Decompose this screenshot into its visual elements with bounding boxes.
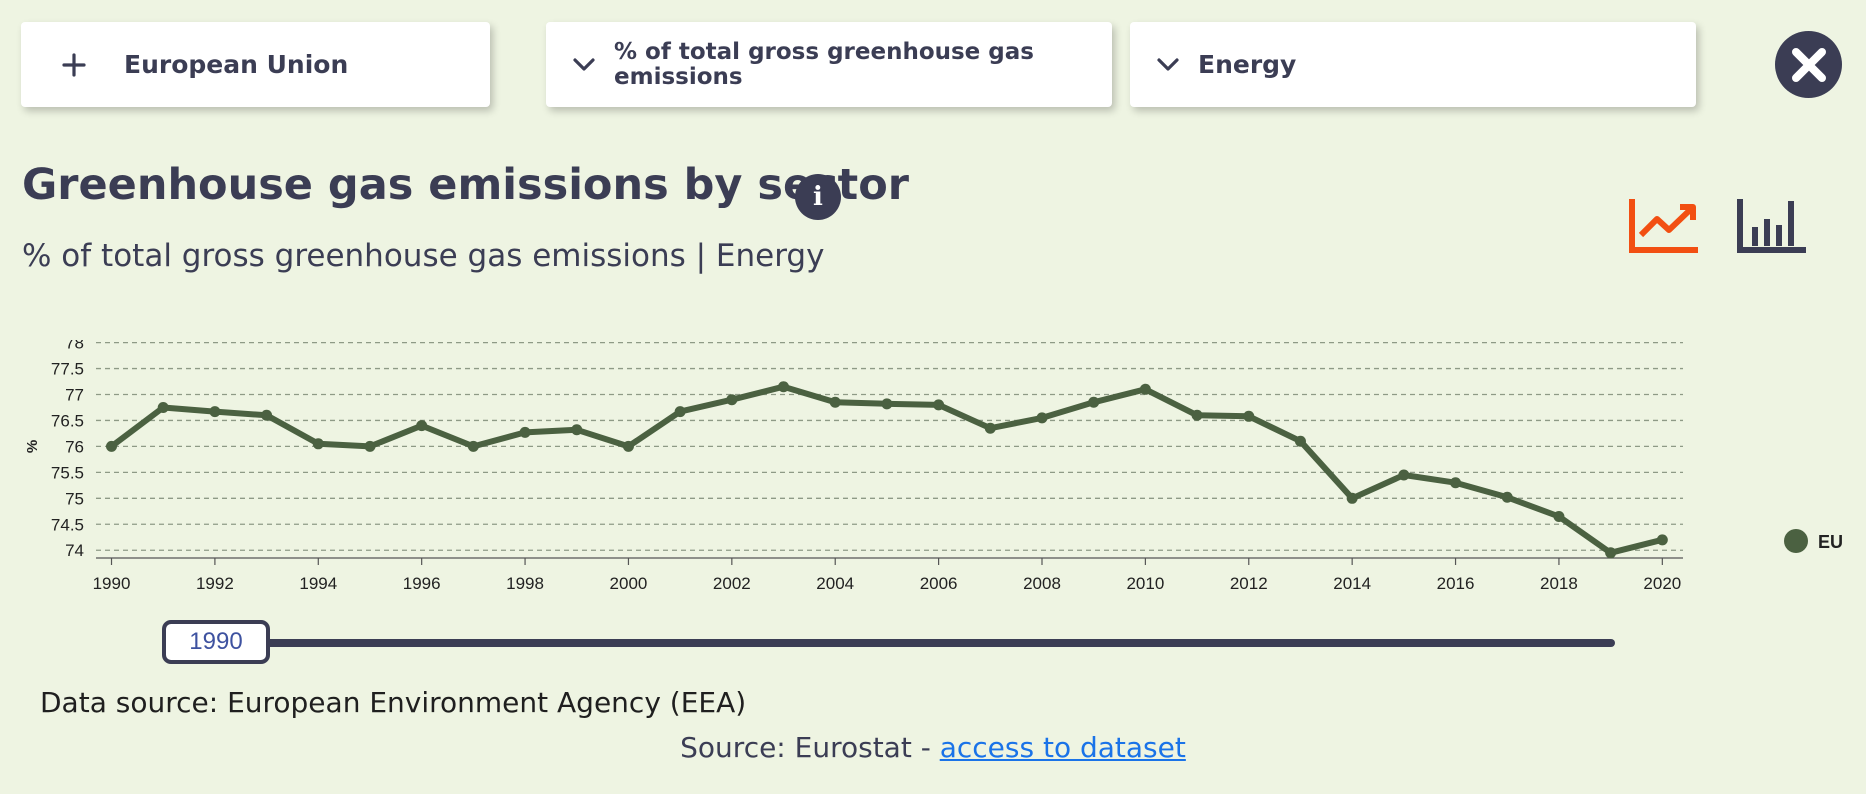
- y-tick-label: 75.5: [51, 463, 84, 482]
- data-point: [1450, 477, 1462, 489]
- bar-chart-toggle[interactable]: [1735, 197, 1809, 259]
- data-point: [106, 440, 118, 452]
- y-tick-label: 76: [65, 437, 84, 456]
- x-tick-label: 1996: [403, 574, 441, 593]
- y-axis-label: %: [24, 440, 41, 453]
- y-tick-label: 77: [65, 386, 84, 405]
- sector-label: Energy: [1198, 50, 1297, 79]
- chevron-down-icon: [1150, 47, 1186, 83]
- data-point: [571, 424, 583, 436]
- data-point: [674, 406, 686, 418]
- y-tick-label: 74: [65, 541, 84, 560]
- data-point: [157, 401, 169, 413]
- time-slider-handle[interactable]: 1990: [162, 620, 270, 664]
- data-point: [1036, 412, 1048, 424]
- data-point: [1656, 534, 1668, 546]
- data-point: [1243, 410, 1255, 422]
- data-point: [364, 440, 376, 452]
- x-tick-label: 2012: [1230, 574, 1268, 593]
- unit-dropdown[interactable]: % of total gross greenhouse gas emission…: [546, 22, 1112, 107]
- data-point: [726, 394, 738, 406]
- legend-label: EU: [1818, 532, 1843, 552]
- dataset-link[interactable]: access to dataset: [939, 731, 1186, 764]
- data-point: [1501, 491, 1513, 503]
- x-tick-label: 2002: [713, 574, 751, 593]
- x-tick-label: 1998: [506, 574, 544, 593]
- info-button[interactable]: i: [795, 174, 841, 220]
- line-chart: 78 77.5 77 76.5 76 75.5 75 74.5 74 1990 1992 1994 19…: [24, 340, 1843, 593]
- data-point: [519, 426, 531, 438]
- region-label: European Union: [124, 50, 349, 79]
- data-point: [1398, 469, 1410, 481]
- x-tick-label: 2000: [610, 574, 648, 593]
- x-tick-label: 2010: [1126, 574, 1164, 593]
- y-tick-label: 76.5: [51, 411, 84, 430]
- data-point: [1605, 547, 1617, 559]
- data-source-text: Data source: European Environment Agency…: [40, 686, 747, 719]
- x-tick-label: 2008: [1023, 574, 1061, 593]
- data-point: [312, 438, 324, 450]
- x-tick-label: 1990: [93, 574, 131, 593]
- data-point: [209, 406, 221, 418]
- line-chart-icon: [1629, 199, 1698, 253]
- x-tick-label: 2020: [1643, 574, 1681, 593]
- y-tick-label: 77.5: [51, 360, 84, 379]
- x-tick-label: 1994: [299, 574, 337, 593]
- data-point: [1346, 492, 1358, 504]
- time-slider-track[interactable]: [230, 639, 1615, 647]
- sector-dropdown[interactable]: Energy: [1130, 22, 1696, 107]
- source-prefix: Source: Eurostat -: [680, 731, 940, 764]
- region-dropdown[interactable]: European Union: [21, 22, 490, 107]
- chevron-down-icon: [566, 47, 602, 83]
- bar-chart-icon: [1737, 199, 1806, 253]
- source-line: Source: Eurostat - access to dataset: [0, 731, 1866, 764]
- x-tick-label: 2014: [1333, 574, 1371, 593]
- data-point: [1088, 396, 1100, 408]
- info-icon: i: [813, 182, 823, 212]
- x-tick-label: 1992: [196, 574, 234, 593]
- data-point: [829, 396, 841, 408]
- data-point: [881, 398, 893, 410]
- y-tick-label: 78: [65, 340, 84, 353]
- plus-icon: [56, 47, 92, 83]
- page-title: Greenhouse gas emissions by sector: [22, 160, 909, 210]
- data-point: [467, 440, 479, 452]
- data-point: [261, 409, 273, 421]
- x-tick-label: 2004: [816, 574, 854, 593]
- line-chart-toggle[interactable]: [1627, 197, 1701, 259]
- data-point: [984, 422, 996, 434]
- legend-swatch: [1784, 529, 1808, 553]
- unit-label: % of total gross greenhouse gas emission…: [614, 39, 1034, 90]
- close-icon: [1791, 47, 1826, 82]
- data-point: [1294, 435, 1306, 447]
- data-point: [1139, 383, 1151, 395]
- data-point: [778, 381, 790, 393]
- x-tick-label: 2006: [920, 574, 958, 593]
- data-point: [933, 399, 945, 411]
- data-point: [416, 420, 428, 432]
- data-point: [1191, 409, 1203, 421]
- y-tick-label: 74.5: [51, 515, 84, 534]
- x-tick-label: 2016: [1437, 574, 1475, 593]
- series-line-eu: [108, 383, 1666, 556]
- close-button[interactable]: [1775, 31, 1842, 98]
- x-tick-label: 2018: [1540, 574, 1578, 593]
- chart-subtitle: % of total gross greenhouse gas emission…: [22, 238, 825, 274]
- y-tick-label: 75: [65, 489, 84, 508]
- data-point: [622, 440, 634, 452]
- data-point: [1553, 510, 1565, 522]
